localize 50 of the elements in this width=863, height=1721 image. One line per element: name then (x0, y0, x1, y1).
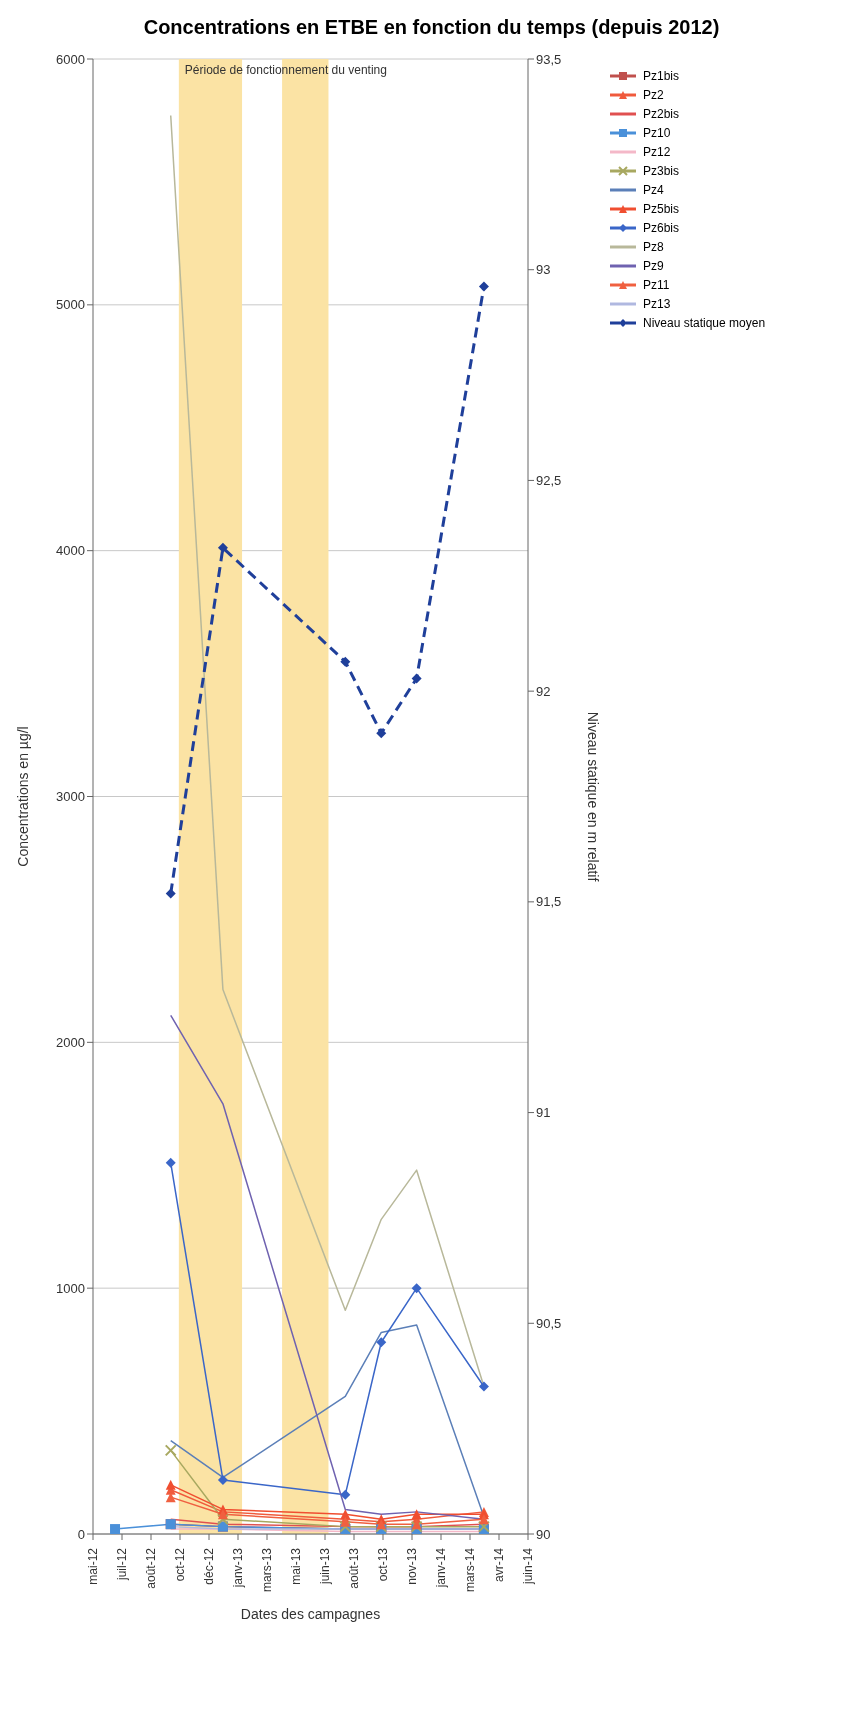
y-tick-label: 0 (77, 1526, 85, 1542)
y-tick-label: 3000 (56, 789, 85, 805)
y2-tick-label: 90 (536, 1526, 551, 1542)
y2-axis-title: Niveau statique en m relatif (585, 711, 602, 882)
y2-tick-label: 93 (536, 262, 551, 278)
y2-tick-label: 93,5 (536, 51, 562, 67)
y2-tick-label: 92,5 (536, 473, 562, 489)
y-tick-label: 1000 (56, 1280, 85, 1296)
y2-tick-label: 92 (536, 683, 551, 699)
x-tick-label: mars-13 (260, 1547, 274, 1593)
x-tick-label: juin-13 (318, 1547, 332, 1586)
x-tick-label: juil-12 (115, 1547, 129, 1582)
x-tick-label: août-13 (347, 1547, 361, 1589)
y2-tick-label: 91,5 (536, 894, 562, 910)
x-tick-label: janv-13 (231, 1547, 245, 1589)
legend-label: Pz1bis (643, 69, 680, 83)
legend-label: Pz10 (643, 126, 671, 140)
x-tick-label: août-12 (144, 1547, 158, 1589)
x-tick-label: mai-13 (289, 1547, 303, 1585)
legend-label: Pz11 (643, 278, 670, 292)
legend-label: Pz8 (643, 240, 664, 254)
x-tick-label: avr-14 (492, 1547, 506, 1583)
y-tick-label: 6000 (56, 51, 85, 67)
legend-label: Pz3bis (643, 164, 680, 178)
x-tick-label: juin-14 (521, 1547, 535, 1586)
x-tick-label: oct-13 (376, 1547, 390, 1582)
legend-label: Pz2bis (643, 107, 680, 121)
y2-tick-label: 90,5 (536, 1315, 562, 1331)
legend-label: Pz9 (643, 259, 664, 273)
legend-label: Pz12 (643, 145, 671, 159)
legend-label: Pz13 (643, 297, 671, 311)
x-axis-title: Dates des campagnes (240, 1606, 381, 1622)
legend-label: Pz5bis (643, 202, 680, 216)
legend-label: Pz6bis (643, 221, 680, 235)
y-axis-title: Concentrations en µg/l (14, 726, 31, 867)
band-label: Période de fonctionnement du venting (184, 62, 387, 77)
x-tick-label: janv-14 (434, 1547, 448, 1589)
y-tick-label: 2000 (56, 1034, 85, 1050)
y2-tick-label: 91 (536, 1105, 551, 1121)
legend-label: Pz2 (643, 88, 664, 102)
legend-label: Niveau statique moyen (643, 316, 766, 330)
x-tick-label: déc-12 (202, 1547, 216, 1585)
legend-label: Pz4 (643, 183, 664, 197)
x-tick-label: nov-13 (405, 1547, 419, 1585)
chart-title: Concentrations en ETBE en fonction du temps (depuis 2012) (142, 15, 721, 40)
y-tick-label: 4000 (56, 543, 85, 559)
x-tick-label: mars-14 (463, 1547, 477, 1593)
x-tick-label: mai-12 (86, 1547, 100, 1585)
x-tick-label: oct-12 (173, 1547, 187, 1582)
y-tick-label: 5000 (56, 297, 85, 313)
